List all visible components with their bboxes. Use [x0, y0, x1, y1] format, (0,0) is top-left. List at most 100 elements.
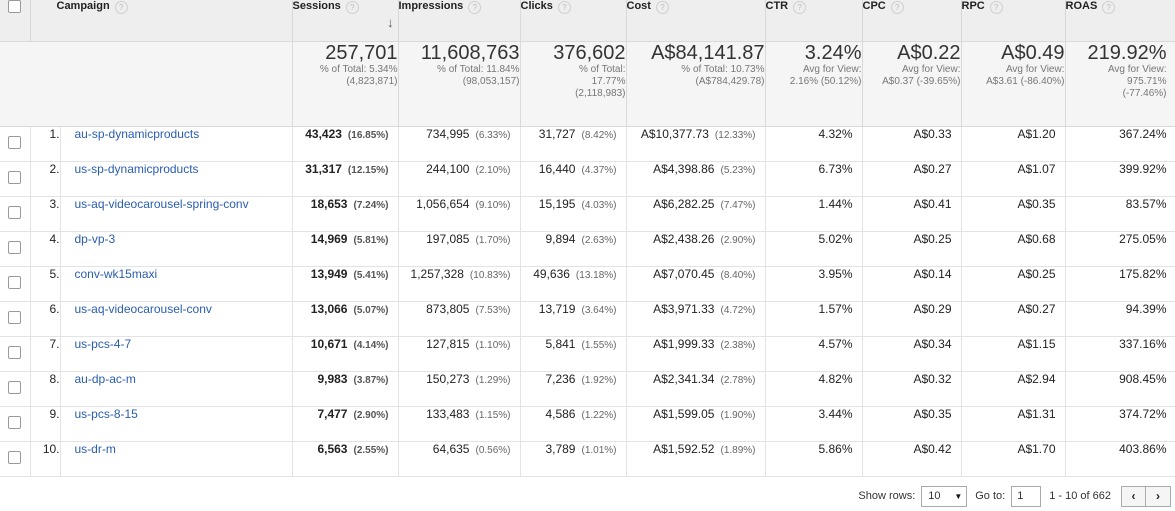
- table-row: 8. au-dp-ac-m 9,983 (3.87%) 150,273 (1.29%) 7,…: [0, 371, 1175, 407]
- sessions-value: 9,983: [317, 371, 348, 386]
- header-impressions-label: Impressions: [398, 0, 464, 12]
- total-sessions-overall: (4,823,871): [346, 75, 398, 87]
- campaign-link[interactable]: us-aq-videocarousel-spring-conv: [74, 196, 249, 211]
- sessions-share: (7.24%): [353, 199, 389, 211]
- row-checkbox[interactable]: [8, 275, 22, 289]
- row-select-cell: [0, 371, 31, 407]
- cost-cell: A$2,341.34 (2.78%): [626, 371, 766, 407]
- sessions-value: 43,423: [305, 126, 342, 141]
- roas-cell: 367.24%: [1065, 126, 1175, 162]
- cost-value: A$6,282.25: [653, 196, 715, 211]
- campaign-link[interactable]: au-dp-ac-m: [74, 371, 136, 386]
- rpc-cell: A$0.27: [961, 301, 1066, 337]
- total-sessions-value: 257,701: [325, 41, 398, 64]
- sessions-value: 7,477: [317, 406, 348, 421]
- roas-cell: 83.57%: [1065, 196, 1175, 232]
- show-rows-label: Show rows:: [858, 490, 916, 502]
- cost-share: (2.38%): [720, 339, 756, 351]
- sessions-cell: 13,066 (5.07%): [292, 301, 399, 337]
- campaign-link[interactable]: us-sp-dynamicproducts: [74, 161, 199, 176]
- row-index: 2.: [30, 161, 61, 197]
- header-cost[interactable]: Cost?: [626, 0, 766, 42]
- total-clicks: 376,602 % of Total: 17.77% (2,118,983): [520, 41, 627, 127]
- dropdown-arrow-icon: ▼: [954, 491, 963, 501]
- row-select-cell: [0, 441, 31, 477]
- help-icon[interactable]: ?: [1102, 1, 1116, 14]
- cost-value: A$3,971.33: [653, 301, 715, 316]
- cost-value: A$2,438.26: [653, 231, 715, 246]
- clicks-share: (2.63%): [581, 234, 617, 246]
- total-roas-avg: 975.71%: [1127, 75, 1167, 87]
- row-checkbox[interactable]: [8, 310, 22, 324]
- row-checkbox[interactable]: [8, 415, 22, 429]
- row-checkbox[interactable]: [8, 205, 22, 219]
- header-impressions[interactable]: Impressions?: [398, 0, 521, 42]
- campaign-link[interactable]: dp-vp-3: [74, 231, 116, 246]
- header-clicks[interactable]: Clicks?: [520, 0, 627, 42]
- row-checkbox[interactable]: [8, 135, 22, 149]
- header-campaign[interactable]: Campaign?: [30, 0, 293, 42]
- header-rpc-label: RPC: [961, 0, 985, 12]
- row-checkbox[interactable]: [8, 240, 22, 254]
- header-cost-label: Cost: [626, 0, 651, 12]
- clicks-value: 16,440: [538, 161, 576, 176]
- campaign-link[interactable]: us-pcs-4-7: [74, 336, 132, 351]
- ctr-cell: 1.44%: [765, 196, 863, 232]
- cost-share: (12.33%): [714, 129, 756, 141]
- cost-value: A$4,398.86: [653, 161, 715, 176]
- sessions-value: 13,949: [310, 266, 348, 281]
- clicks-share: (8.42%): [581, 129, 617, 141]
- total-cpc-avg: A$0.37 (-39.65%): [882, 75, 961, 87]
- help-icon[interactable]: ?: [557, 1, 571, 14]
- cpc-cell: A$0.14: [862, 266, 962, 302]
- row-checkbox[interactable]: [8, 345, 22, 359]
- sort-descending-icon[interactable]: ↓: [387, 15, 394, 30]
- row-checkbox[interactable]: [8, 170, 22, 184]
- next-page-button[interactable]: ›: [1146, 485, 1171, 507]
- impressions-cell: 127,815 (1.10%): [398, 336, 521, 372]
- header-rpc[interactable]: RPC?: [961, 0, 1066, 42]
- select-all-checkbox[interactable]: [8, 0, 22, 13]
- ctr-cell: 5.02%: [765, 231, 863, 267]
- pagination-bar: Show rows: 10 ▼ Go to: 1 1 - 10 of 662 ‹…: [858, 484, 1175, 508]
- row-index: 4.: [30, 231, 61, 267]
- header-ctr-label: CTR: [765, 0, 789, 12]
- row-select-cell: [0, 301, 31, 337]
- sessions-cell: 14,969 (5.81%): [292, 231, 399, 267]
- help-icon[interactable]: ?: [890, 1, 904, 14]
- clicks-cell: 3,789 (1.01%): [520, 441, 627, 477]
- campaign-link[interactable]: conv-wk15maxi: [74, 266, 158, 281]
- table-body: 1. au-sp-dynamicproducts 43,423 (16.85%) 734…: [0, 126, 1175, 477]
- header-cpc[interactable]: CPC?: [862, 0, 962, 42]
- campaign-link[interactable]: us-aq-videocarousel-conv: [74, 301, 212, 316]
- help-icon[interactable]: ?: [793, 1, 807, 14]
- help-icon[interactable]: ?: [114, 1, 128, 14]
- cost-share: (8.40%): [720, 269, 756, 281]
- total-impressions: 11,608,763 % of Total: 11.84% (98,053,15…: [398, 41, 521, 127]
- help-icon[interactable]: ?: [655, 1, 669, 14]
- header-roas[interactable]: ROAS?: [1065, 0, 1175, 42]
- help-icon[interactable]: ?: [989, 1, 1003, 14]
- totals-row: 257,701 % of Total: 5.34% (4,823,871) 11…: [0, 41, 1175, 127]
- ctr-cell: 4.32%: [765, 126, 863, 162]
- goto-input[interactable]: 1: [1011, 485, 1042, 507]
- sessions-cell: 6,563 (2.55%): [292, 441, 399, 477]
- campaign-link[interactable]: us-dr-m: [74, 441, 116, 456]
- row-checkbox[interactable]: [8, 450, 22, 464]
- table-row: 10. us-dr-m 6,563 (2.55%) 64,635 (0.56%) 3,789…: [0, 441, 1175, 477]
- help-icon[interactable]: ?: [345, 1, 359, 14]
- total-rpc-avg: A$3.61 (-86.40%): [986, 75, 1065, 87]
- show-rows-select[interactable]: 10 ▼: [921, 485, 968, 507]
- prev-page-button[interactable]: ‹: [1121, 485, 1146, 507]
- help-icon[interactable]: ?: [468, 1, 482, 14]
- header-ctr[interactable]: CTR?: [765, 0, 863, 42]
- clicks-value: 7,236: [545, 371, 576, 386]
- campaign-link[interactable]: us-pcs-8-15: [74, 406, 138, 421]
- row-checkbox[interactable]: [8, 380, 22, 394]
- cost-value: A$1,599.05: [653, 406, 715, 421]
- impressions-share: (0.56%): [475, 444, 511, 456]
- campaign-link[interactable]: au-sp-dynamicproducts: [74, 126, 200, 141]
- header-sessions[interactable]: Sessions? ↓: [292, 0, 399, 42]
- campaign-cell: us-aq-videocarousel-spring-conv: [60, 196, 293, 232]
